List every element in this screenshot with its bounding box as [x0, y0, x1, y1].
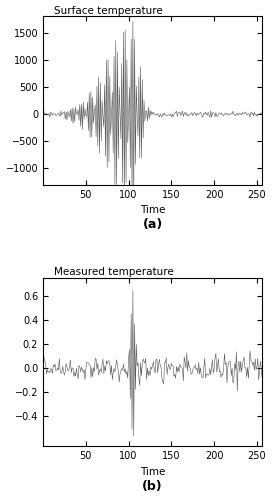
X-axis label: Time: Time: [140, 205, 165, 215]
Text: (b): (b): [142, 480, 163, 493]
Text: (a): (a): [143, 218, 163, 232]
Text: Surface temperature: Surface temperature: [54, 6, 163, 16]
Text: Measured temperature: Measured temperature: [54, 268, 174, 278]
X-axis label: Time: Time: [140, 467, 165, 477]
